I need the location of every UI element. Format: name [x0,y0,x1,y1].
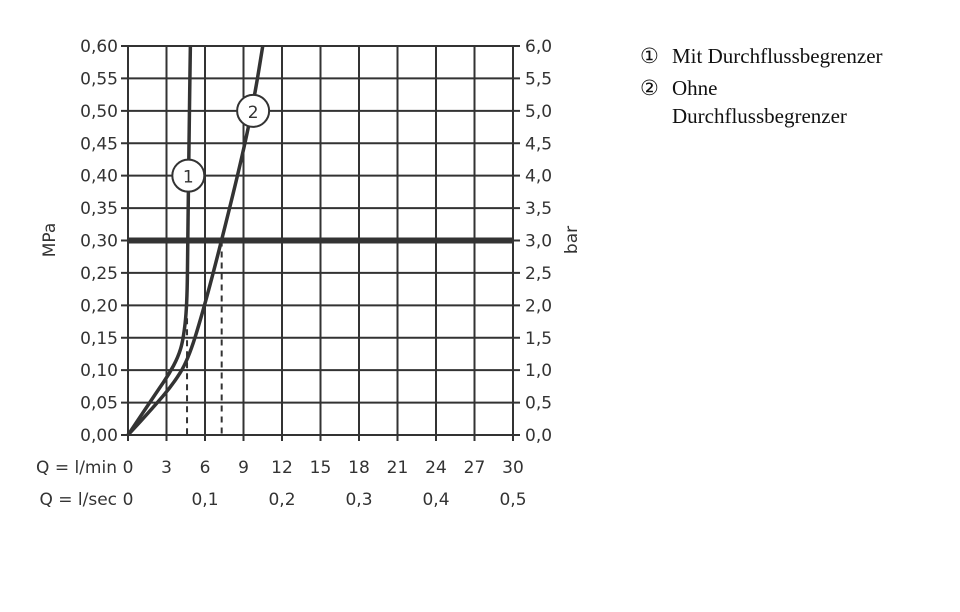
y-tick-label-left: 0,55 [80,69,118,89]
legend-item-2: ② Ohne Durchflussbegrenzer [640,74,892,130]
y-tick-label-left: 0,60 [80,37,118,57]
x-tick-label-lsec: 0 [123,490,134,510]
series-marker-circle-1 [171,158,206,193]
x-tick-label-lsec: 0,4 [422,490,449,510]
legend-marker-2: ② [640,76,659,100]
series-line-2 [126,45,265,437]
x-tick-label-lmin: 21 [387,458,409,478]
y-axis-label-left: MPa [40,223,60,258]
series-marker-label-1: 1 [183,168,194,188]
x-tick-label-lsec: 0,1 [191,490,218,510]
series-marker-circle-2 [236,93,271,128]
y-tick-label-left: 0,35 [80,199,118,219]
y-tick-label-right: 5,0 [525,102,552,122]
y-axis-label-right: bar [562,226,582,254]
y-tick-label-right: 3,0 [525,232,552,252]
y-tick-label-left: 0,20 [80,296,118,316]
y-tick-label-left: 0,40 [80,167,118,187]
x-tick-label-lmin: 6 [200,458,211,478]
x-tick-label-lmin: 9 [238,458,249,478]
y-tick-label-right: 2,5 [525,264,552,284]
x-tick-label-lmin: 3 [161,458,172,478]
x-tick-label-lmin: 27 [464,458,486,478]
x-tick-label-lmin: 15 [310,458,332,478]
x-axis-label-lsec: Q = l/sec [39,490,117,510]
x-tick-label-lmin: 0 [123,458,134,478]
y-tick-label-left: 0,10 [80,361,118,381]
x-tick-label-lmin: 12 [271,458,293,478]
y-tick-label-right: 1,5 [525,329,552,349]
legend-item-1: ① Mit Durchflussbegrenzer [640,42,892,70]
series-line-1 [126,45,193,436]
y-tick-label-right: 5,5 [525,69,552,89]
y-tick-label-left: 0,15 [80,329,118,349]
x-tick-label-lsec: 0,2 [268,490,295,510]
legend-label-2: Ohne Durchflussbegrenzer [672,76,847,128]
legend-label-1: Mit Durchflussbegrenzer [672,44,883,68]
x-tick-label-lmin: 30 [502,458,524,478]
series-marker-label-2: 2 [248,103,259,123]
y-tick-label-right: 6,0 [525,37,552,57]
legend-marker-1: ① [640,44,659,68]
y-tick-label-right: 0,0 [525,426,552,446]
x-tick-label-lsec: 0,3 [345,490,372,510]
y-tick-label-right: 1,0 [525,361,552,381]
x-tick-label-lsec: 0,5 [499,490,526,510]
y-tick-label-right: 0,5 [525,394,552,414]
legend: ① Mit Durchflussbegrenzer ② Ohne Durchfl… [640,42,892,130]
y-tick-label-right: 3,5 [525,199,552,219]
y-tick-label-left: 0,00 [80,426,118,446]
x-axis-label-lmin: Q = l/min [36,458,117,478]
y-tick-label-right: 2,0 [525,296,552,316]
y-tick-label-left: 0,30 [80,232,118,252]
x-tick-label-lmin: 18 [348,458,370,478]
y-tick-label-left: 0,45 [80,134,118,154]
y-tick-label-right: 4,5 [525,134,552,154]
y-tick-label-left: 0,05 [80,394,118,414]
y-tick-label-right: 4,0 [525,167,552,187]
x-tick-label-lmin: 24 [425,458,447,478]
y-tick-label-left: 0,50 [80,102,118,122]
y-tick-label-left: 0,25 [80,264,118,284]
